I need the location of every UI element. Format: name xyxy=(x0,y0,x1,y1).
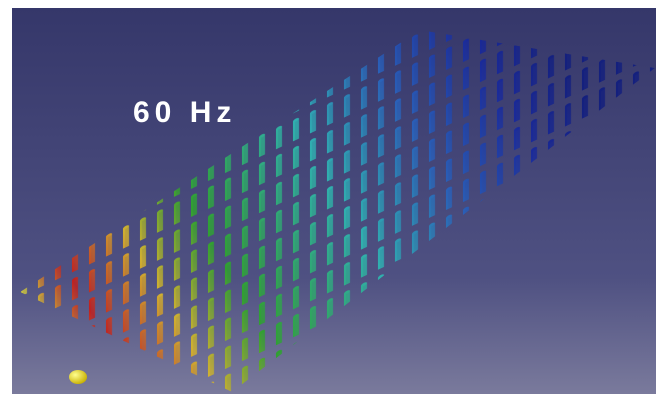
viewport: 60 Hz xyxy=(0,0,668,403)
frequency-label: 60 Hz xyxy=(133,96,236,129)
page: 60 Hz (() => { const data = JSON.parse(d… xyxy=(0,0,668,403)
marker-ball xyxy=(69,370,87,384)
